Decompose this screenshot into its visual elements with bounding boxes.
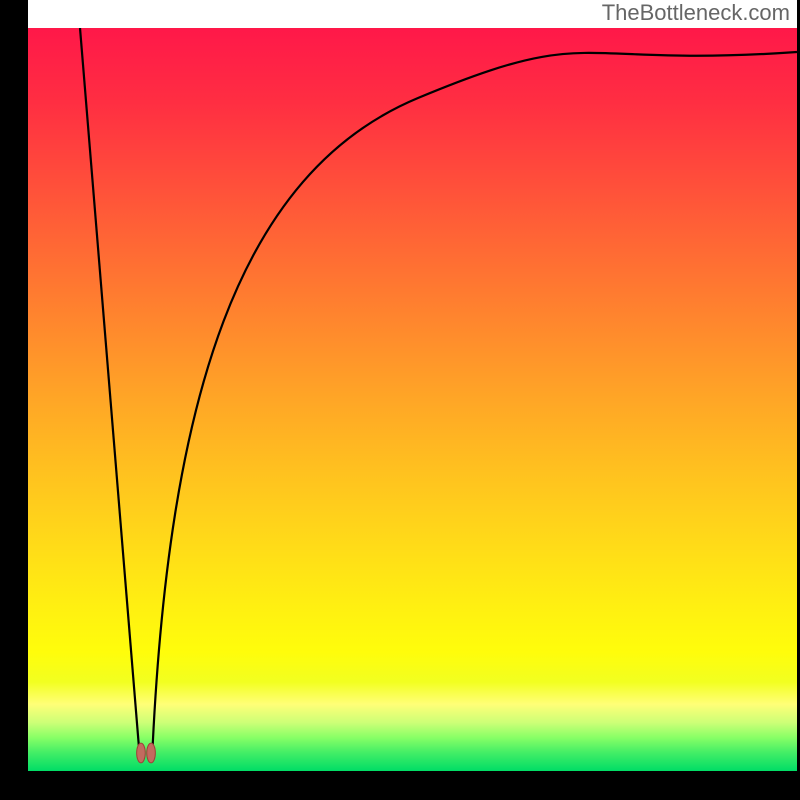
frame-left <box>0 0 28 800</box>
frame-bottom <box>0 771 800 800</box>
curve-right-branch <box>152 52 797 760</box>
bottleneck-curve <box>28 28 797 771</box>
watermark-text: TheBottleneck.com <box>602 0 790 26</box>
chart-container: TheBottleneck.com <box>0 0 800 800</box>
minimum-marker <box>137 743 156 763</box>
curve-left-branch <box>80 28 140 760</box>
plot-area <box>28 28 797 771</box>
